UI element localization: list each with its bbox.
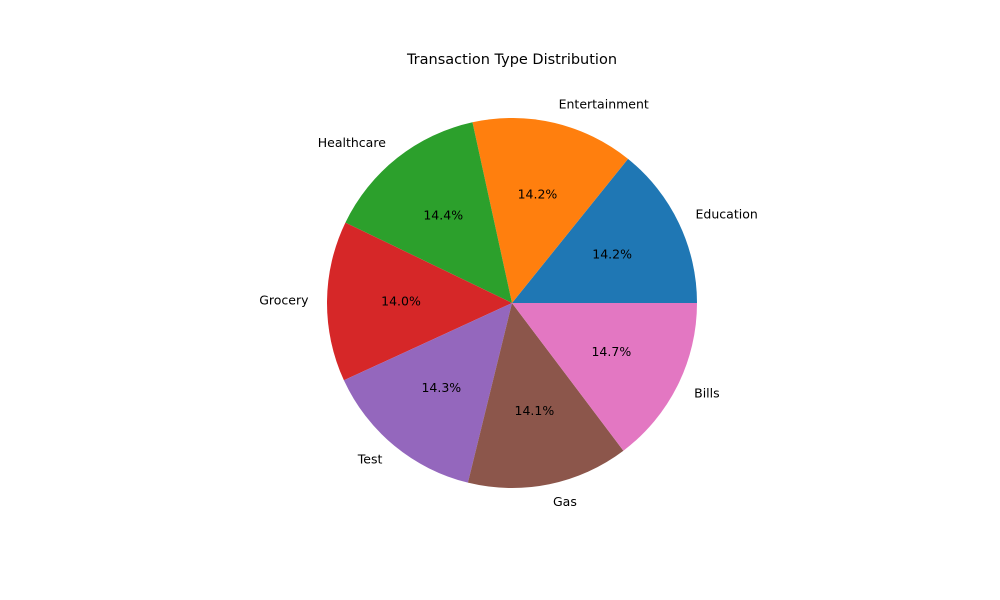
- category-label-healthcare: Healthcare: [318, 135, 386, 150]
- percent-label-grocery: 14.0%: [381, 293, 421, 308]
- pie-slice-education: [512, 158, 697, 303]
- category-label-grocery: Grocery: [259, 293, 309, 308]
- percent-label-test: 14.3%: [421, 380, 461, 395]
- pie-slice-grocery: [327, 222, 512, 381]
- pie-labels: Education 14.2% Entertainment 14.2% Healthca…: [259, 96, 758, 508]
- pie-slice-entertainment: [472, 117, 628, 303]
- category-label-education: Education: [696, 207, 758, 222]
- chart-title: Transaction Type Distribution: [406, 52, 617, 68]
- pie-slice-healthcare: [345, 122, 512, 303]
- category-label-entertainment: Entertainment: [559, 96, 649, 111]
- percent-label-education: 14.2%: [592, 247, 632, 262]
- pie-slice-bills: [512, 303, 697, 451]
- pie-slice-test: [343, 303, 512, 483]
- category-label-gas: Gas: [553, 494, 577, 509]
- category-label-bills: Bills: [694, 385, 720, 400]
- percent-label-healthcare: 14.4%: [423, 207, 463, 222]
- pie-slices: [327, 117, 697, 488]
- percent-label-gas: 14.1%: [515, 403, 555, 418]
- percent-label-bills: 14.7%: [591, 344, 631, 359]
- percent-label-entertainment: 14.2%: [518, 186, 558, 201]
- pie-slice-gas: [467, 303, 624, 488]
- category-label-test: Test: [357, 451, 383, 466]
